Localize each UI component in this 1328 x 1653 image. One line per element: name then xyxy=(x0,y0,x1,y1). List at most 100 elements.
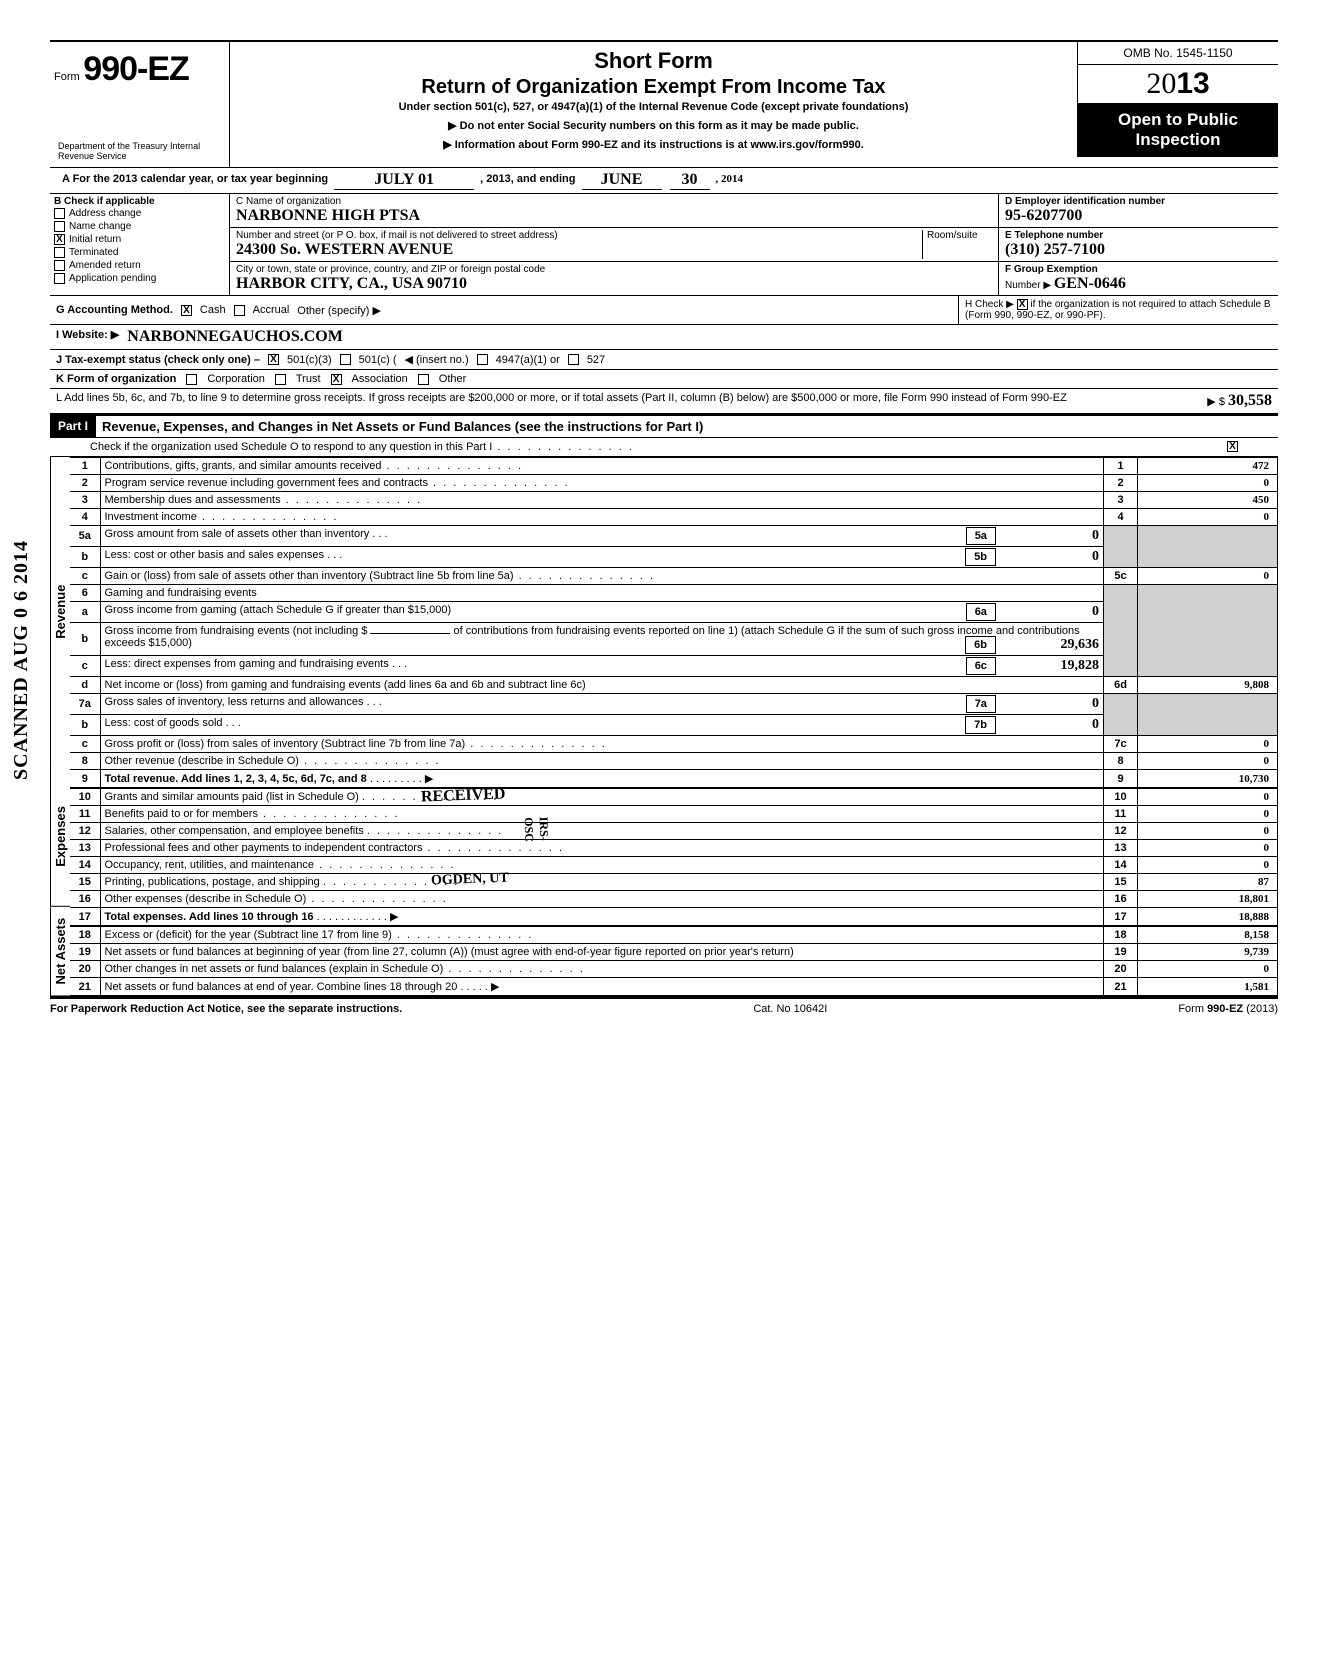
received-stamp: RECEIVED xyxy=(420,786,505,807)
org-name: NARBONNE HIGH PTSA xyxy=(236,207,420,224)
part1-title: Revenue, Expenses, and Changes in Net As… xyxy=(96,416,1278,437)
table-row: 7aGross sales of inventory, less returns… xyxy=(70,694,1278,715)
line-val: 0 xyxy=(1138,568,1278,585)
form-number: 990-EZ xyxy=(83,50,189,88)
line-val: 472 xyxy=(1138,458,1278,475)
line-desc: Total expenses. Add lines 10 through 16 xyxy=(105,911,314,923)
footer-mid: Cat. No 10642I xyxy=(753,1003,827,1015)
form-number-cell: Form 990-EZ Department of the Treasury I… xyxy=(50,42,230,167)
sec-a-label: A For the 2013 calendar year, or tax yea… xyxy=(56,171,334,190)
line-desc: Investment income xyxy=(100,509,1104,526)
org-street: 24300 So. WESTERN AVENUE xyxy=(236,241,453,258)
j-c: ◀ (insert no.) xyxy=(405,353,469,366)
part1-check: Check if the organization used Schedule … xyxy=(50,438,1278,457)
table-row: 8Other revenue (describe in Schedule O)8… xyxy=(70,753,1278,770)
cb-trust[interactable] xyxy=(275,374,286,385)
line-val: 19,828 xyxy=(999,658,1099,674)
website: NARBONNEGAUCHOS.COM xyxy=(127,328,343,346)
footer: For Paperwork Reduction Act Notice, see … xyxy=(50,998,1278,1015)
irs-stamp: IRS-OSC xyxy=(520,817,551,843)
dept-text: Department of the Treasury Internal Reve… xyxy=(54,139,217,163)
section-i: I Website: ▶ NARBONNEGAUCHOS.COM xyxy=(50,325,1278,350)
cb-501c[interactable] xyxy=(340,354,351,365)
sec-i-label: I Website: ▶ xyxy=(56,328,119,346)
table-row: 9Total revenue. Add lines 1, 2, 3, 4, 5c… xyxy=(70,770,1278,789)
form-prefix: Form xyxy=(54,71,80,83)
cb-pending[interactable] xyxy=(54,273,65,284)
sec-h-text: H Check ▶ xyxy=(965,299,1014,310)
line-desc: Less: direct expenses from gaming and fu… xyxy=(105,658,389,670)
cb-schedule-o[interactable] xyxy=(1227,441,1238,452)
table-row: bLess: cost or other basis and sales exp… xyxy=(70,547,1278,568)
line-desc: Other revenue (describe in Schedule O) xyxy=(100,753,1104,770)
footer-left: For Paperwork Reduction Act Notice, see … xyxy=(50,1003,402,1015)
line-val: 0 xyxy=(999,528,1099,544)
cb-other-org[interactable] xyxy=(418,374,429,385)
table-row: 10 Grants and similar amounts paid (list… xyxy=(70,788,1278,806)
line-desc: Benefits paid to or for members xyxy=(100,806,1104,823)
cb-501c3[interactable] xyxy=(268,354,279,365)
line-val: 0 xyxy=(1138,509,1278,526)
line-desc: Gaming and fundraising events xyxy=(100,585,1104,602)
j-d: 4947(a)(1) or xyxy=(496,354,560,366)
year-suffix: 13 xyxy=(1176,67,1209,100)
line-desc: Gross income from gaming (attach Schedul… xyxy=(105,604,452,616)
table-row: 1Contributions, gifts, grants, and simil… xyxy=(70,458,1278,475)
cb-assoc[interactable] xyxy=(331,374,342,385)
table-row: 5aGross amount from sale of assets other… xyxy=(70,526,1278,547)
tax-year: 2013 xyxy=(1078,65,1278,104)
line-desc: Net assets or fund balances at end of ye… xyxy=(105,981,458,993)
cb-name[interactable] xyxy=(54,221,65,232)
line-desc: Grants and similar amounts paid (list in… xyxy=(105,791,359,803)
sec-f-label2: Number ▶ xyxy=(1005,280,1051,291)
line-val: 10,730 xyxy=(1138,770,1278,789)
cb-amended[interactable] xyxy=(54,260,65,271)
cb-corp[interactable] xyxy=(186,374,197,385)
table-row: 14Occupancy, rent, utilities, and mainte… xyxy=(70,857,1278,874)
line-val: 18,801 xyxy=(1138,891,1278,908)
section-gh: G Accounting Method. Cash Accrual Other … xyxy=(50,296,1278,325)
line-val: 0 xyxy=(1138,857,1278,874)
line-desc: Net income or (loss) from gaming and fun… xyxy=(100,677,1104,694)
line-desc: Gross amount from sale of assets other t… xyxy=(105,528,370,540)
cb-initial[interactable] xyxy=(54,234,65,245)
cb-cash[interactable] xyxy=(181,305,192,316)
sec-d-label: D Employer identification number xyxy=(1005,196,1165,207)
sec-c-city-label: City or town, state or province, country… xyxy=(236,264,545,275)
info-block: B Check if applicable Address change Nam… xyxy=(50,194,1278,296)
table-row: 11Benefits paid to or for members110 xyxy=(70,806,1278,823)
cash-label: Cash xyxy=(200,304,226,316)
accrual-label: Accrual xyxy=(253,304,290,316)
cb-4947[interactable] xyxy=(477,354,488,365)
room-suite-label: Room/suite xyxy=(922,230,992,259)
cb-527[interactable] xyxy=(568,354,579,365)
k-c: Association xyxy=(352,373,408,385)
gross-receipts: 30,558 xyxy=(1228,392,1272,409)
line-val: 0 xyxy=(1138,806,1278,823)
sec-j-label: J Tax-exempt status (check only one) – xyxy=(56,354,260,366)
sec-g-label: G Accounting Method. xyxy=(56,304,173,316)
table-row: 13Professional fees and other payments t… xyxy=(70,840,1278,857)
table-row: 16Other expenses (describe in Schedule O… xyxy=(70,891,1278,908)
line-desc: Other changes in net assets or fund bala… xyxy=(100,961,1104,978)
cb-accrual[interactable] xyxy=(234,305,245,316)
sec-a-mid: , 2013, and ending xyxy=(474,171,581,190)
cb-terminated[interactable] xyxy=(54,247,65,258)
cb-amended-label: Amended return xyxy=(69,260,141,271)
table-row: 17Total expenses. Add lines 10 through 1… xyxy=(70,908,1278,927)
cb-schedule-b[interactable] xyxy=(1017,299,1028,310)
line-val: 9,808 xyxy=(1138,677,1278,694)
line-val: 0 xyxy=(1138,736,1278,753)
line-desc: Less: cost or other basis and sales expe… xyxy=(105,549,325,561)
table-row: 21Net assets or fund balances at end of … xyxy=(70,978,1278,996)
section-j: J Tax-exempt status (check only one) – 5… xyxy=(50,350,1278,370)
line-val: 29,636 xyxy=(999,637,1099,653)
sec-l-text: L Add lines 5b, 6c, and 7b, to line 9 to… xyxy=(56,392,1197,410)
table-row: 12Salaries, other compensation, and empl… xyxy=(70,823,1278,840)
line-val: 0 xyxy=(999,604,1099,620)
sec-c-name-label: C Name of organization xyxy=(236,196,341,207)
line-desc: Excess or (deficit) for the year (Subtra… xyxy=(100,926,1104,944)
line-val: 1,581 xyxy=(1138,978,1278,996)
line-desc: Program service revenue including govern… xyxy=(100,475,1104,492)
cb-address[interactable] xyxy=(54,208,65,219)
